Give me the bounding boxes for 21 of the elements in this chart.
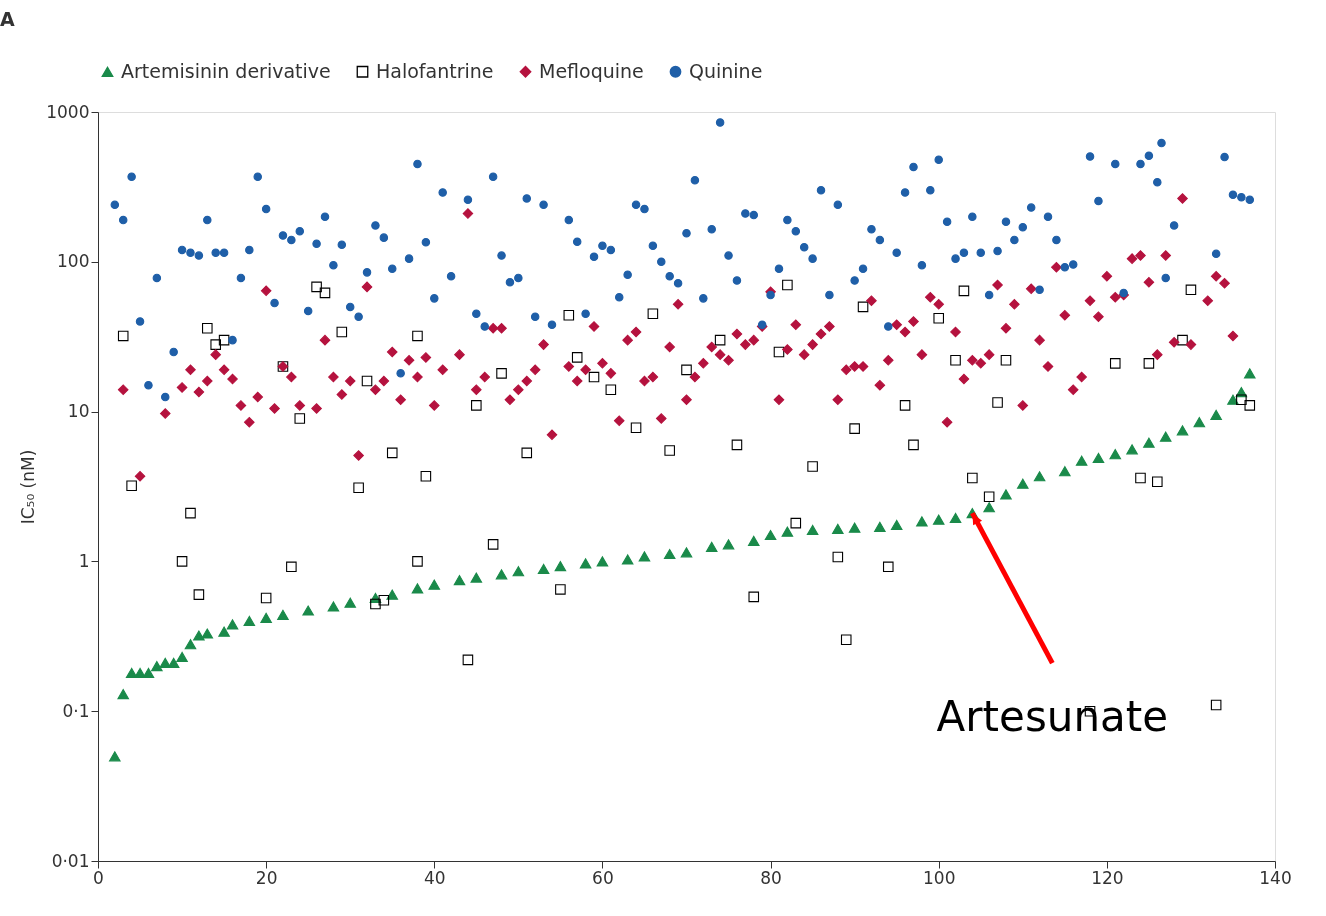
y-tick-label: 100 xyxy=(57,251,90,272)
legend-label: Halofantrine xyxy=(376,59,494,82)
y-tick-label: 10 xyxy=(67,401,90,422)
x-tick-label: 0 xyxy=(93,867,104,888)
x-tick-label: 20 xyxy=(255,867,278,888)
y-tick-label: 0·1 xyxy=(62,700,90,721)
y-tick-label: 0·01 xyxy=(51,850,90,871)
x-tick-label: 120 xyxy=(1091,867,1124,888)
x-tick-label: 80 xyxy=(760,867,782,888)
annotation: Artesunate xyxy=(936,692,1169,742)
x-tick-label: 100 xyxy=(922,867,956,888)
text: A xyxy=(0,8,15,30)
legend-label: Mefloquine xyxy=(539,59,644,82)
legend-label: Artemisinin derivative xyxy=(121,59,331,82)
x-tick-label: 140 xyxy=(1259,867,1292,888)
y-tick-label: 1 xyxy=(78,550,90,571)
y-axis-title: IC₅₀ (nM) xyxy=(18,449,39,525)
x-tick-label: 60 xyxy=(592,867,614,888)
x-tick-label: 40 xyxy=(423,867,446,888)
legend-label: Quinine xyxy=(689,59,763,82)
y-tick-label: 1000 xyxy=(46,101,90,122)
